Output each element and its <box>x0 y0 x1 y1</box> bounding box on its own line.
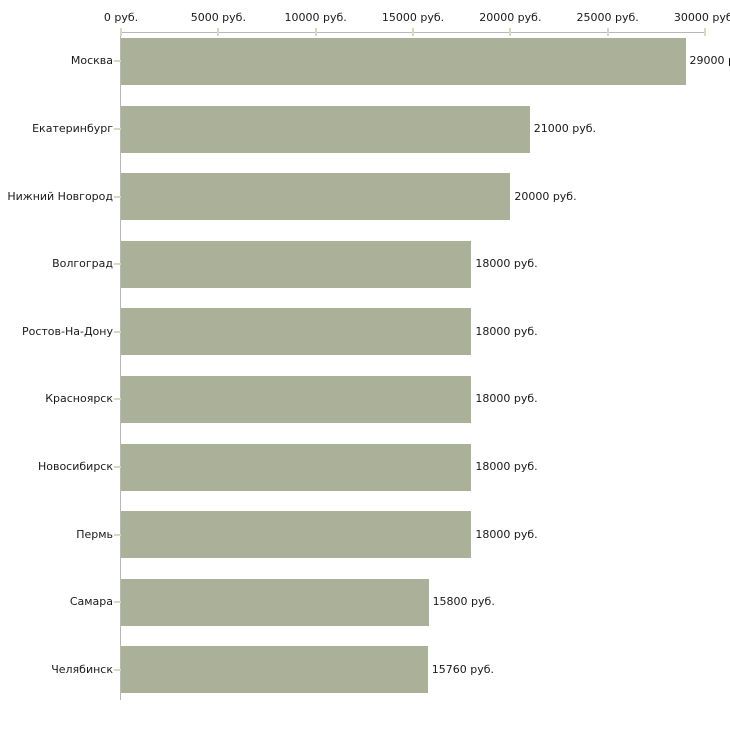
x-axis-tick-mark <box>412 28 414 36</box>
x-axis-tick-label: 10000 руб. <box>284 11 347 24</box>
x-axis-tick-label: 25000 руб. <box>576 11 639 24</box>
bar <box>121 375 472 423</box>
value-label: 18000 руб. <box>475 257 538 271</box>
bar <box>121 646 428 694</box>
x-axis-tick-mark <box>120 28 122 36</box>
bar <box>121 173 511 221</box>
category-tick-mark <box>114 263 121 266</box>
x-axis-tick-label: 30000 руб. <box>673 11 730 24</box>
bar <box>121 240 472 288</box>
value-label: 18000 руб. <box>475 527 538 541</box>
y-axis-line <box>120 32 121 700</box>
category-label: Красноярск <box>45 392 113 406</box>
x-axis-tick-label: 15000 руб. <box>381 11 445 24</box>
bar <box>121 443 472 491</box>
bar <box>121 105 530 153</box>
category-tick-mark <box>114 398 121 401</box>
category-tick-mark <box>114 601 121 604</box>
category-label: Ростов-На-Дону <box>21 324 113 338</box>
category-label: Волгоград <box>52 257 113 271</box>
category-tick-mark <box>114 533 121 536</box>
value-label: 21000 руб. <box>533 122 597 135</box>
x-axis-tick-mark <box>509 28 512 36</box>
x-axis-tick-label: 5000 руб. <box>190 11 246 24</box>
category-label: Новосибирск <box>37 460 113 473</box>
value-label: 15800 руб. <box>432 595 495 609</box>
bar <box>121 308 472 356</box>
category-tick-mark <box>114 668 121 671</box>
bar <box>121 578 429 626</box>
category-label: Москва <box>70 54 113 68</box>
category-label: Самара <box>69 595 113 609</box>
category-tick-mark <box>114 195 121 198</box>
value-label: 18000 руб. <box>475 460 538 473</box>
x-axis-tick-label: 0 руб. <box>103 11 139 24</box>
category-tick-mark <box>114 128 121 130</box>
x-axis-tick-mark <box>217 28 220 36</box>
value-label: 29000 руб. <box>689 54 730 68</box>
category-label: Пермь <box>76 527 113 541</box>
value-label: 15760 руб. <box>431 662 495 676</box>
x-axis-tick-mark <box>704 28 706 36</box>
bar <box>121 511 472 559</box>
category-label: Нижний Новгород <box>7 189 113 203</box>
bar <box>121 37 686 85</box>
value-label: 18000 руб. <box>475 392 538 406</box>
value-label: 20000 руб. <box>514 189 577 203</box>
category-label: Челябинск <box>51 662 113 676</box>
x-axis-tick-mark <box>606 28 609 36</box>
category-tick-mark <box>114 60 121 63</box>
category-tick-mark <box>114 330 121 333</box>
value-label: 18000 руб. <box>475 324 538 338</box>
x-axis-tick-mark <box>314 28 317 36</box>
category-label: Екатеринбург <box>32 122 113 135</box>
category-tick-mark <box>114 466 121 468</box>
x-axis-tick-label: 20000 руб. <box>479 11 542 24</box>
